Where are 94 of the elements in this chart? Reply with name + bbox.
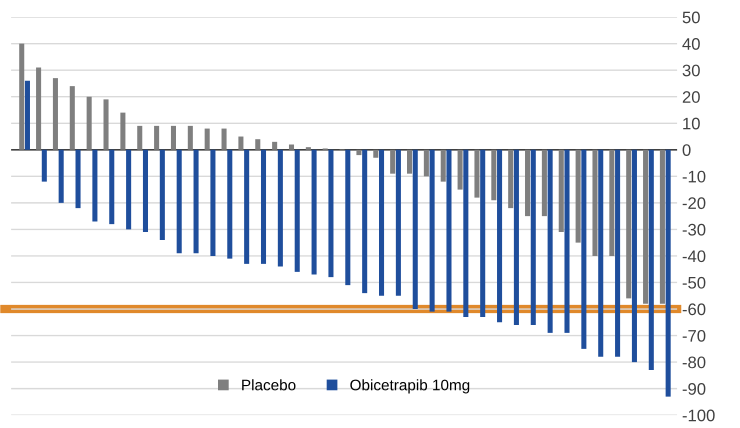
y-tick-label: -60 xyxy=(682,303,706,316)
bar xyxy=(564,150,570,333)
bar xyxy=(210,150,216,256)
bar xyxy=(176,150,182,254)
bar xyxy=(306,147,311,150)
y-tick-label: -10 xyxy=(682,170,706,183)
bar xyxy=(463,150,468,317)
bar xyxy=(58,150,64,203)
bar xyxy=(312,150,317,275)
bar xyxy=(278,150,283,267)
bar xyxy=(480,150,486,317)
bar xyxy=(288,144,294,150)
bar xyxy=(615,150,620,357)
bar xyxy=(255,139,260,150)
bar xyxy=(24,80,30,150)
y-tick-label: 0 xyxy=(682,144,691,156)
y-tick-label: 10 xyxy=(683,118,700,130)
y-tick-label: -50 xyxy=(682,276,706,289)
bar xyxy=(194,150,199,254)
bar xyxy=(412,150,418,310)
bar xyxy=(508,150,514,208)
bar xyxy=(328,150,334,278)
bar xyxy=(643,150,648,304)
bar xyxy=(92,150,98,222)
y-tick-label: -20 xyxy=(682,197,706,210)
y-tick-label: -90 xyxy=(682,383,706,395)
bar xyxy=(474,150,480,198)
bar xyxy=(609,150,614,256)
bar xyxy=(126,150,132,230)
bar xyxy=(345,150,350,286)
bar xyxy=(626,150,632,298)
bar xyxy=(154,126,160,150)
y-tick-label: -70 xyxy=(682,330,706,342)
legend-label: Obicetrapib 10mg xyxy=(350,379,470,394)
y-tick-label: 40 xyxy=(682,38,700,50)
bar xyxy=(598,150,604,357)
bar xyxy=(160,150,165,240)
bar xyxy=(222,128,227,150)
bar xyxy=(272,142,278,150)
bar xyxy=(188,126,193,150)
bar xyxy=(525,150,530,216)
bar xyxy=(36,68,42,150)
bar xyxy=(458,150,463,190)
bar xyxy=(379,150,384,296)
bar xyxy=(430,150,435,312)
bar xyxy=(632,150,637,362)
bar xyxy=(42,150,47,182)
bar xyxy=(491,150,496,200)
bar xyxy=(514,150,519,325)
bar xyxy=(424,150,429,176)
bar xyxy=(406,150,412,174)
legend-label: Placebo xyxy=(242,379,296,390)
y-tick-label: -40 xyxy=(682,250,706,262)
y-tick-label: 20 xyxy=(682,91,700,103)
bar xyxy=(244,150,250,264)
bar xyxy=(390,150,396,174)
bar xyxy=(294,150,300,272)
bar xyxy=(70,86,75,150)
y-tick-label: 30 xyxy=(682,64,700,76)
bar xyxy=(548,150,553,333)
bar xyxy=(109,150,114,224)
bar xyxy=(103,99,109,150)
bar xyxy=(497,150,502,322)
bar xyxy=(660,150,665,304)
bar xyxy=(592,150,598,256)
bar xyxy=(396,150,401,296)
bar xyxy=(170,126,176,150)
bar xyxy=(120,112,126,150)
bar xyxy=(373,150,378,158)
bar xyxy=(142,150,148,232)
bar xyxy=(558,150,564,232)
bar xyxy=(86,96,92,150)
y-tick-label: -30 xyxy=(682,224,706,236)
bar xyxy=(19,44,24,150)
bar xyxy=(576,150,581,243)
bar xyxy=(52,78,58,150)
bar xyxy=(76,150,81,208)
bar xyxy=(446,150,452,312)
bar xyxy=(648,150,654,370)
bar xyxy=(204,128,210,150)
y-tick-label: 50 xyxy=(682,12,700,24)
bar xyxy=(137,126,142,150)
y-tick-label: -100 xyxy=(682,410,715,422)
y-tick-label: -80 xyxy=(682,356,706,368)
bar xyxy=(356,150,362,156)
bar xyxy=(362,150,368,294)
bar xyxy=(440,150,446,182)
bar xyxy=(581,150,586,349)
bar xyxy=(227,150,232,259)
bar xyxy=(260,150,266,264)
bar xyxy=(542,150,547,216)
bar xyxy=(530,150,536,325)
bar xyxy=(666,150,671,397)
bar xyxy=(238,136,244,150)
